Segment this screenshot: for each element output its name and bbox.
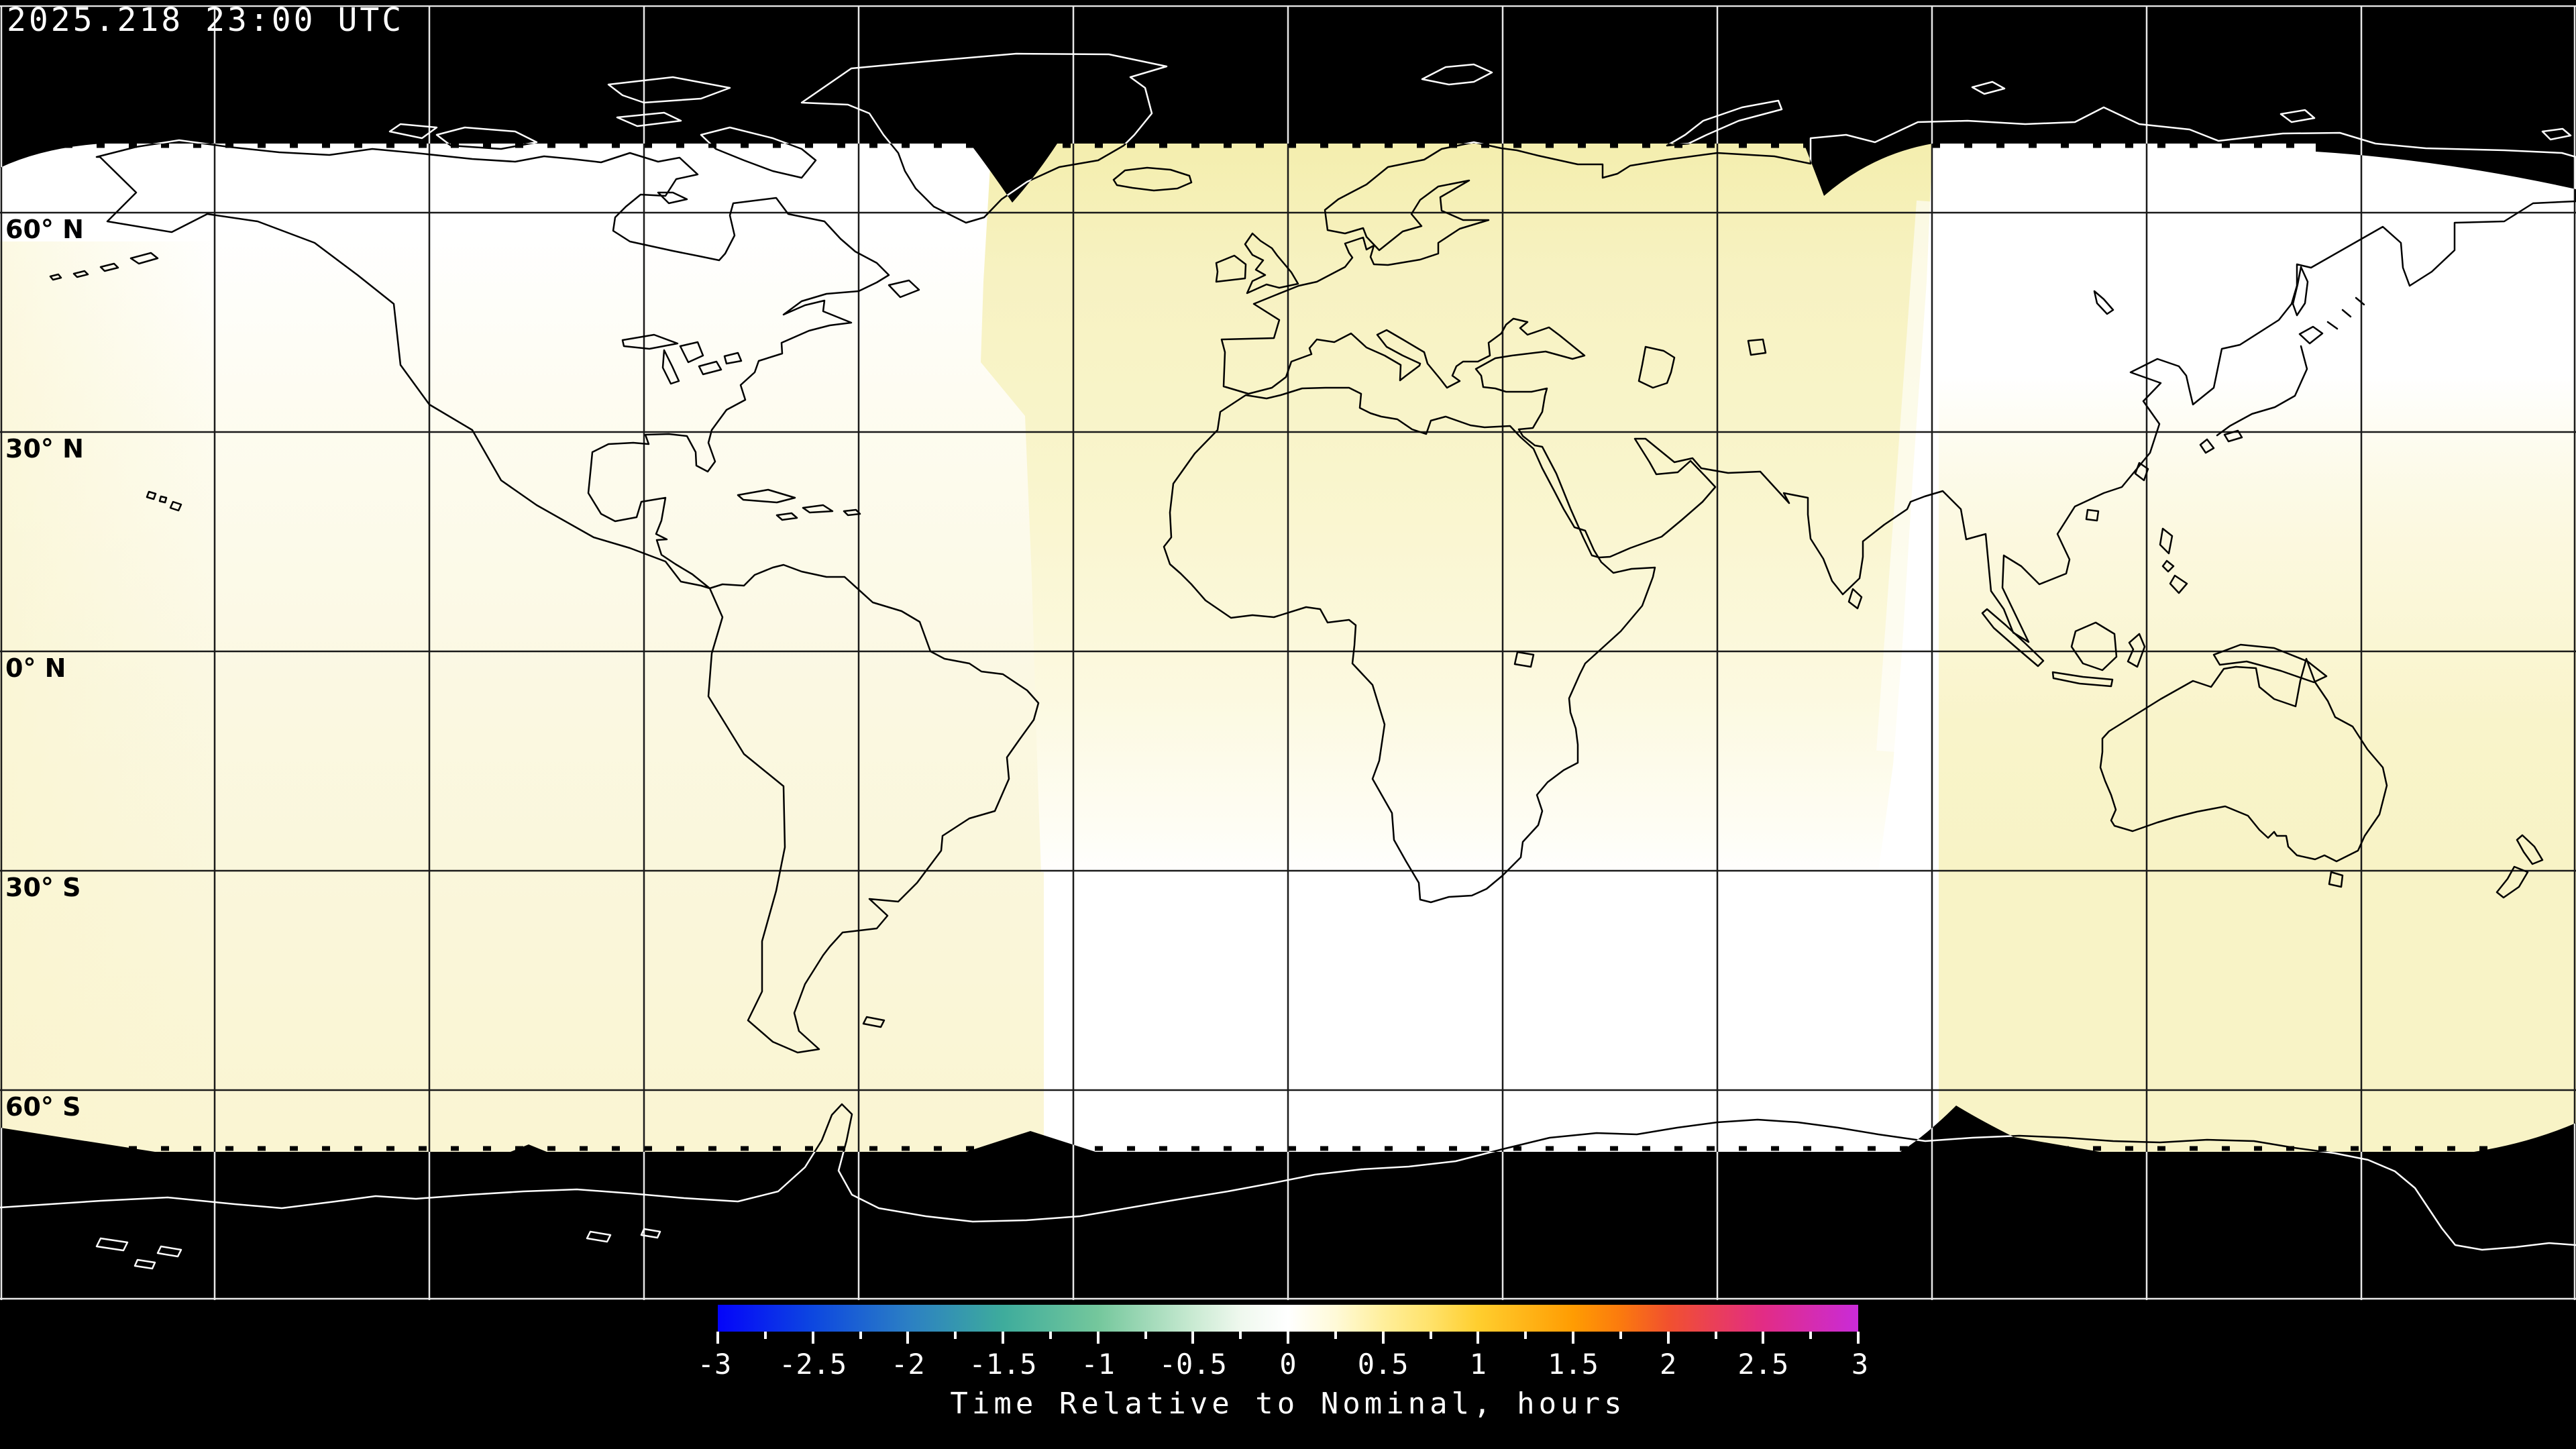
colorbar: -3 -2.5 -2 -1.5 -1 -0.5 0 0.5 1 1.5 2 2.… — [698, 1305, 1869, 1421]
latitude-label-60s: 60° S — [5, 1092, 81, 1122]
latitude-label-60n: 60° N — [5, 215, 84, 244]
colorbar-tick-label: -2.5 — [779, 1348, 847, 1381]
colorbar-tick — [1096, 1332, 1099, 1344]
colorbar-tick — [1857, 1332, 1860, 1344]
colorbar-tick — [1334, 1332, 1337, 1339]
colorbar-tick — [716, 1332, 719, 1344]
colorbar-tick-label: 2.5 — [1737, 1348, 1789, 1381]
colorbar-gradient — [718, 1305, 1858, 1332]
world-map: 60° N 30° N 0° N 30° S 60° S — [0, 4, 2576, 1300]
colorbar-tick — [1762, 1332, 1765, 1344]
colorbar-tick — [1619, 1332, 1622, 1339]
colorbar-tick-label: 2 — [1660, 1348, 1677, 1381]
colorbar-tick — [811, 1332, 814, 1344]
latitude-label-30n: 30° N — [5, 434, 84, 464]
colorbar-tick — [1049, 1332, 1052, 1339]
colorbar-tick-label: -3 — [697, 1348, 732, 1381]
latitude-label-0n: 0° N — [5, 653, 66, 683]
colorbar-tick — [1429, 1332, 1432, 1339]
colorbar-tick — [1714, 1332, 1717, 1339]
colorbar-tick — [859, 1332, 862, 1339]
timestamp: 2025.218 23:00 UTC — [7, 1, 405, 39]
colorbar-tick — [1666, 1332, 1670, 1344]
colorbar-tick-label: -0.5 — [1159, 1348, 1227, 1381]
latitude-label-30s: 30° S — [5, 873, 81, 902]
colorbar-tick — [1524, 1332, 1527, 1339]
colorbar-ticks — [716, 1332, 1860, 1346]
colorbar-tick — [1572, 1332, 1574, 1344]
colorbar-tick — [954, 1332, 957, 1339]
colorbar-tick — [1239, 1332, 1242, 1339]
colorbar-tick — [1191, 1332, 1195, 1344]
colorbar-tick-label: -1 — [1081, 1348, 1115, 1381]
time-offset-swaths — [0, 143, 2576, 1152]
colorbar-title: Time Relative to Nominal, hours — [950, 1387, 1626, 1421]
colorbar-tick — [763, 1332, 767, 1339]
colorbar-tick — [1287, 1332, 1289, 1344]
colorbar-tick — [1144, 1332, 1147, 1339]
colorbar-tick — [906, 1332, 910, 1344]
colorbar-tick-label: 1.5 — [1548, 1348, 1599, 1381]
colorbar-tick — [1477, 1332, 1480, 1344]
colorbar-tick-label: 3 — [1851, 1348, 1869, 1381]
colorbar-tick-label: 0 — [1279, 1348, 1297, 1381]
world-map-svg — [0, 4, 2576, 1300]
colorbar-tick-labels: -3 -2.5 -2 -1.5 -1 -0.5 0 0.5 1 1.5 2 2.… — [698, 1348, 1869, 1383]
colorbar-tick — [1002, 1332, 1004, 1344]
colorbar-tick-label: 0.5 — [1357, 1348, 1409, 1381]
colorbar-tick-label: -1.5 — [969, 1348, 1037, 1381]
colorbar-tick-label: 1 — [1469, 1348, 1487, 1381]
colorbar-tick — [1809, 1332, 1813, 1339]
colorbar-tick-label: -2 — [891, 1348, 925, 1381]
colorbar-tick — [1381, 1332, 1385, 1344]
